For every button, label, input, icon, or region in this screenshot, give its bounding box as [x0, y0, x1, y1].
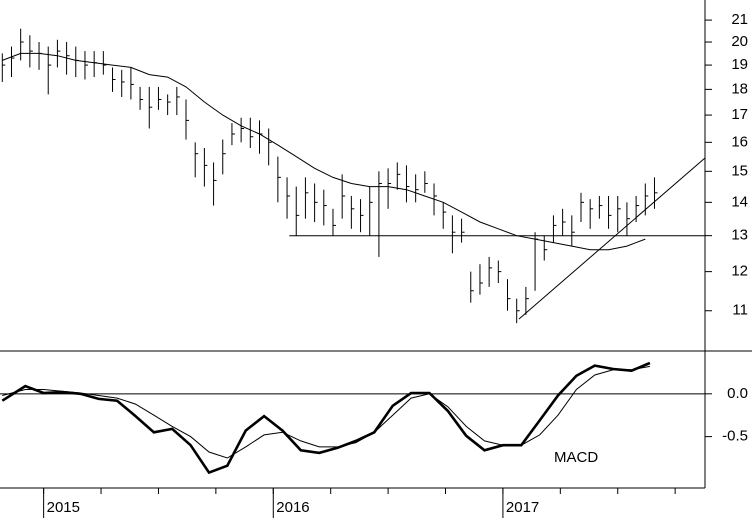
x-tick-label: 2017 — [506, 499, 539, 516]
y-tick-label: 12 — [731, 263, 748, 280]
y-tick-label: 0.0 — [727, 385, 748, 402]
macd-line — [2, 365, 650, 459]
y-tick-label: 16 — [731, 133, 748, 150]
y-tick-label: 17 — [731, 106, 748, 123]
reference-line — [518, 157, 706, 320]
y-tick-label: 13 — [731, 227, 748, 244]
y-tick-label: 18 — [731, 80, 748, 97]
y-tick-label: 19 — [731, 56, 748, 73]
x-tick-label: 2015 — [47, 499, 80, 516]
y-tick-label: -0.5 — [722, 428, 748, 445]
y-tick-label: 21 — [731, 11, 748, 28]
macd-line — [1, 361, 651, 475]
y-tick-label: 20 — [731, 33, 748, 50]
annotation: MACD — [554, 449, 598, 466]
y-tick-label: 14 — [731, 193, 748, 210]
y-tick-label: 15 — [731, 162, 748, 179]
moving-average — [2, 52, 646, 251]
x-tick-label: 2016 — [276, 499, 309, 516]
y-tick-label: 11 — [732, 302, 748, 319]
